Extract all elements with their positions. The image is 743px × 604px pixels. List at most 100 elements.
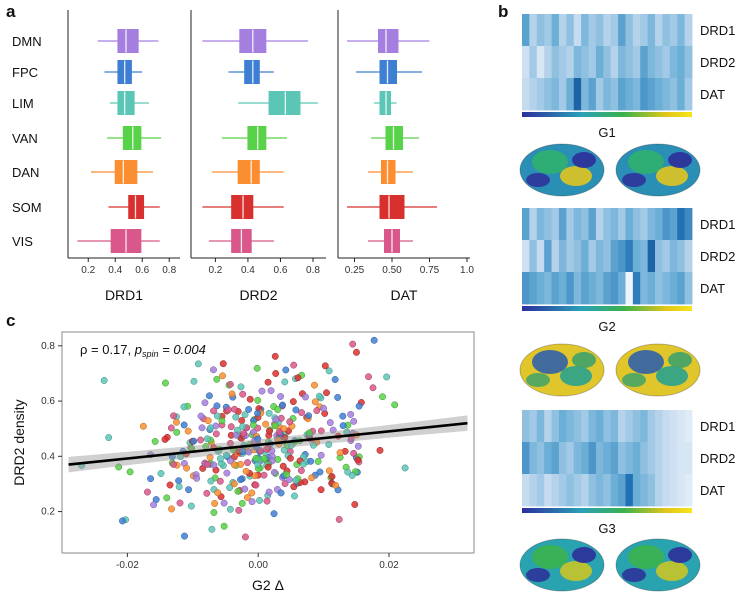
scatter-point <box>230 461 238 469</box>
scatter-point <box>271 352 279 360</box>
heat-cell <box>610 208 619 241</box>
scatter-point <box>230 480 238 488</box>
heat-cell <box>625 14 634 47</box>
x-tick-label: 0.8 <box>306 265 320 276</box>
brain-region <box>628 150 664 174</box>
heat-cell <box>640 208 649 241</box>
heat-cell <box>544 474 552 507</box>
scatter-point <box>307 457 315 465</box>
scatter-point <box>168 505 175 513</box>
heat-cell <box>536 474 545 507</box>
heat-cell <box>625 474 634 507</box>
scatter-point <box>180 421 188 429</box>
scatter-point <box>353 348 360 356</box>
heat-cell <box>529 208 538 241</box>
scatter-point <box>237 476 244 484</box>
heat-cell <box>573 78 582 111</box>
y-tick-label: 0.2 <box>41 507 55 518</box>
heat-cell <box>573 410 582 443</box>
heat-cell <box>544 46 552 79</box>
scatter-point <box>184 427 192 435</box>
regression-line <box>68 421 468 466</box>
heat-cell <box>522 240 530 273</box>
brain-region <box>622 373 646 387</box>
heat-cell <box>595 46 604 79</box>
scatter-point <box>383 373 391 381</box>
heat-cell <box>595 208 604 241</box>
heat-cell <box>595 410 604 443</box>
heat-cell <box>558 78 567 111</box>
scatter-point <box>391 401 399 409</box>
heat-cell <box>684 208 693 241</box>
heat-cell <box>536 442 545 475</box>
scatter-point <box>203 435 211 443</box>
scatter-point <box>208 525 216 533</box>
heat-cell <box>618 14 626 47</box>
scatter-point <box>187 502 195 510</box>
heat-cell <box>573 474 582 507</box>
scatter-point <box>332 481 340 489</box>
heat-cell <box>558 272 567 305</box>
heat-cell <box>677 240 686 273</box>
heat-cell <box>566 240 575 273</box>
heat-cell <box>684 410 693 443</box>
scatter-point <box>311 398 319 406</box>
scatter-point <box>274 406 282 414</box>
scatter-point <box>197 412 205 420</box>
heat-cell <box>522 410 530 443</box>
p-value: = 0.004 <box>159 342 206 357</box>
box-som <box>128 195 145 219</box>
scatter-point <box>271 422 279 430</box>
scatter-point <box>365 373 372 381</box>
heat-cell <box>536 208 545 241</box>
heat-cell <box>684 272 693 305</box>
heat-cell <box>544 442 552 475</box>
scatter-point <box>314 457 322 465</box>
heat-cell <box>588 46 597 79</box>
scatter-point <box>210 461 218 469</box>
scatter-point <box>238 417 246 424</box>
heat-cell <box>544 208 552 241</box>
scatter-point <box>231 405 238 413</box>
x-tick-label: 0.50 <box>382 265 402 276</box>
heat-cell <box>632 410 641 443</box>
heat-cell <box>566 208 575 241</box>
heat-cell <box>618 78 626 111</box>
heat-cell <box>566 46 575 79</box>
scatter-point <box>219 360 227 368</box>
heat-cell <box>618 46 626 79</box>
scatter-point <box>265 409 273 417</box>
heat-cell <box>603 474 612 507</box>
brain-region <box>526 373 550 387</box>
heat-cell <box>684 240 693 273</box>
x-tick-label: 0.8 <box>162 265 176 276</box>
brain-region <box>572 547 596 563</box>
heat-cell <box>618 240 626 273</box>
scatter-point <box>163 494 171 502</box>
scatter-point <box>282 366 290 374</box>
heat-cell <box>610 240 619 273</box>
heat-cell <box>544 78 552 111</box>
heat-cell <box>662 46 671 79</box>
heat-cell <box>647 240 656 273</box>
heat-cell <box>669 474 678 507</box>
gradient-title-g3: G3 <box>598 521 615 536</box>
scatter-point <box>272 416 280 424</box>
heat-cell <box>669 14 678 47</box>
heat-cell <box>618 410 626 443</box>
x-tick-label: 0.6 <box>274 265 288 276</box>
heat-cell <box>595 474 604 507</box>
heat-cell <box>662 14 671 47</box>
scatter-point <box>279 462 287 470</box>
heat-cell <box>581 272 589 305</box>
scatter-point <box>297 467 305 475</box>
scatter-point <box>344 468 352 476</box>
box-fpc <box>244 60 260 84</box>
y-tick-label: 0.4 <box>41 451 55 462</box>
heat-cell <box>573 240 582 273</box>
heat-cell <box>536 46 545 79</box>
scatter-point <box>166 481 174 489</box>
scatter-point <box>260 455 268 463</box>
heat-cell <box>566 442 575 475</box>
scatter-point <box>254 396 262 404</box>
